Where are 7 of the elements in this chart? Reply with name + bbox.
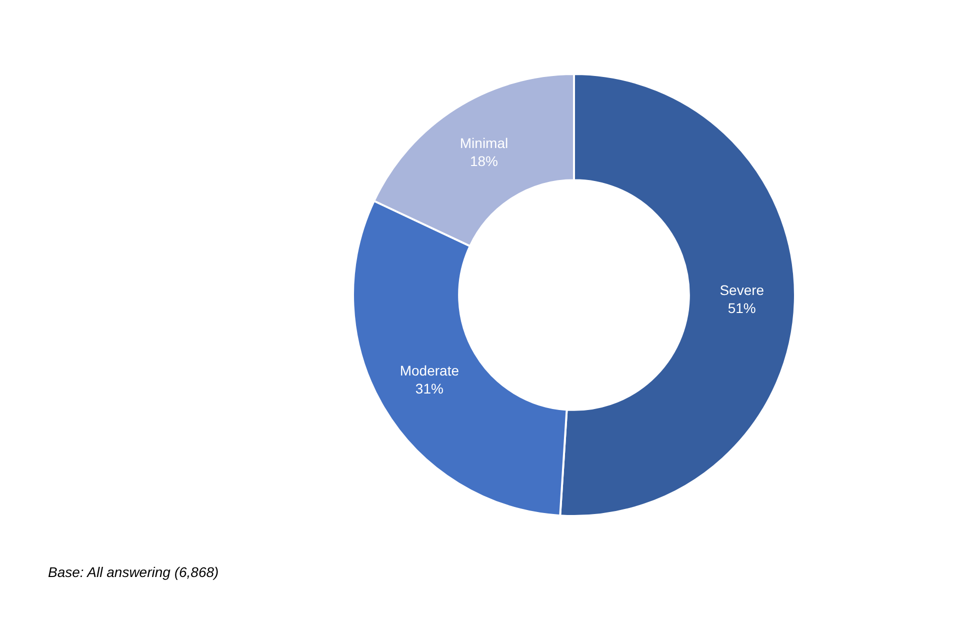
data-label: 51% bbox=[728, 300, 756, 316]
data-label: 18% bbox=[470, 153, 498, 170]
slice-label: Moderate bbox=[400, 362, 460, 378]
data-label: 31% bbox=[415, 380, 444, 396]
text: Base: All answering (6,868) bbox=[48, 564, 219, 580]
slice-label: Severe bbox=[720, 282, 764, 298]
slice-label: Minimal bbox=[460, 135, 508, 152]
